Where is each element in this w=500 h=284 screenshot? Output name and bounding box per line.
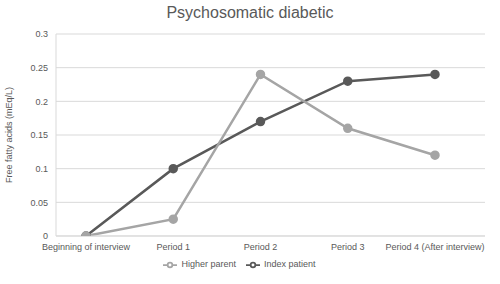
html-text:Higher parent: Higher parent [181,259,236,270]
svg-text:0.2: 0.2 [35,97,48,107]
svg-text:Period 2: Period 2 [244,242,278,252]
svg-text:0.1: 0.1 [35,164,48,174]
svg-text:Free fatty acids (mEq/L): Free fatty acids (mEq/L) [8,87,14,183]
html-text:Psychosomatic diabetic: Psychosomatic diabetic [166,4,334,21]
svg-text:Beginning of interview: Beginning of interview [42,242,131,252]
svg-text:0.05: 0.05 [30,198,48,208]
svg-text:Period 1: Period 1 [156,242,190,252]
svg-text:0.3: 0.3 [35,29,48,39]
html-text:Index patient: Index patient [264,259,316,270]
svg-text:0.25: 0.25 [30,63,48,73]
svg-text:Period 3: Period 3 [331,242,365,252]
svg-text:0: 0 [43,231,48,241]
svg-text:0.15: 0.15 [30,130,48,140]
svg-text:Period 4 (After interview): Period 4 (After interview) [385,242,484,252]
